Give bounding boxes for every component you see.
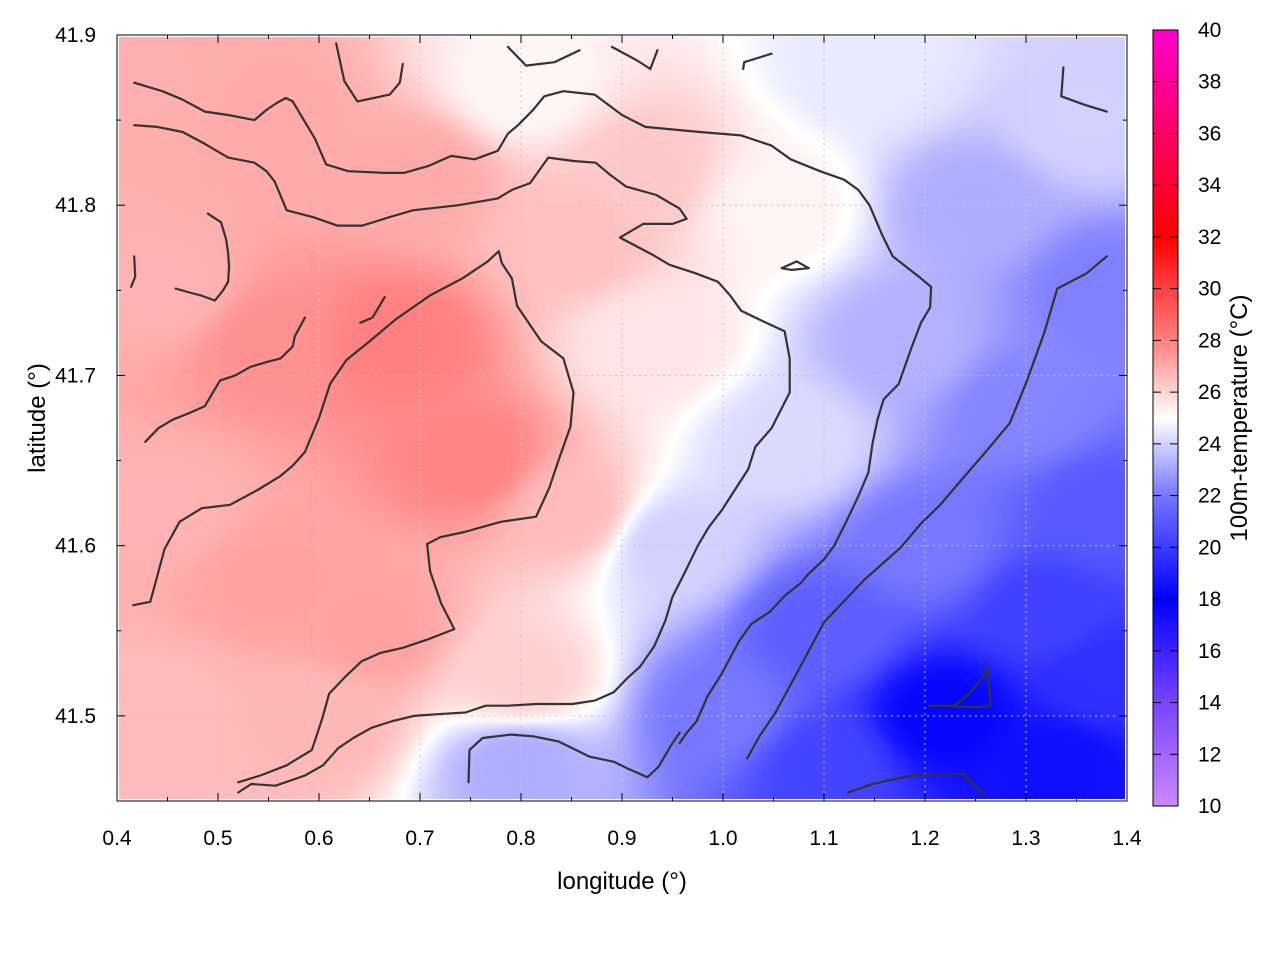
colorbar-tick-label: 32: [1198, 226, 1221, 249]
y-axis-ticks: 41.5 41.6 41.7 41.8 41.9: [55, 24, 1127, 802]
x-tick-label: 0.5: [203, 827, 232, 850]
y-tick-label: 41.7: [55, 364, 96, 387]
colorbar-tick-label: 22: [1198, 485, 1221, 508]
colorbar: 10 12 14 16 18 20 22 24 26 28 30 32 34 36 38 40 100m-te…: [1152, 19, 1253, 818]
y-tick-label: 41.8: [55, 194, 96, 217]
contour-line-11: [359, 296, 386, 324]
contour-layer: [130, 42, 1108, 796]
contour-line-15: [927, 667, 992, 709]
contour-line-8: [780, 260, 810, 271]
x-tick-label: 0.7: [405, 827, 434, 850]
x-tick-label: 0.4: [102, 827, 132, 850]
contour-line-7: [1060, 66, 1108, 113]
contour-line-9: [132, 250, 575, 784]
y-tick-label: 41.9: [55, 24, 96, 47]
colorbar-tick-label: 10: [1198, 795, 1221, 818]
colorbar-tick-label: 26: [1198, 381, 1221, 404]
contour-line-5: [610, 45, 659, 71]
colorbar-tick-label: 16: [1198, 640, 1221, 663]
x-tick-label: 0.8: [506, 827, 535, 850]
colorbar-tick-label: 36: [1198, 122, 1221, 145]
x-axis-ticks: 0.4 0.5 0.6 0.7 0.8 0.9 1.0 1.1 1.2 1.3 1.4: [102, 35, 1142, 850]
colorbar-tick-label: 24: [1198, 433, 1222, 456]
contour-line-12: [144, 316, 306, 443]
colorbar-tick-label: 14: [1198, 692, 1222, 715]
x-tick-label: 1.1: [809, 827, 838, 850]
colorbar-tick-label: 34: [1198, 174, 1222, 197]
contour-line-2: [130, 255, 137, 288]
colorbar-ticks: 10 12 14 16 18 20 22 24 26 28 30 32 34 36 38 40: [1153, 19, 1222, 818]
x-tick-label: 1.4: [1112, 827, 1142, 850]
y-tick-label: 41.6: [55, 535, 96, 558]
colorbar-tick-label: 40: [1198, 19, 1221, 42]
x-axis-title: longitude (°): [557, 868, 687, 895]
colorbar-tick-label: 38: [1198, 71, 1221, 94]
colorbar-tick-label: 20: [1198, 536, 1221, 559]
x-tick-label: 0.9: [607, 827, 636, 850]
contour-line-0: [133, 81, 933, 745]
colorbar-title: 100m-temperature (°C): [1226, 294, 1253, 541]
colorbar-gradient: [1153, 30, 1178, 806]
colorbar-frame: [1152, 29, 1179, 807]
x-tick-label: 1.2: [910, 827, 939, 850]
contour-line-13: [746, 255, 1108, 760]
contour-line-14: [847, 772, 985, 796]
grid-lines: [117, 35, 1127, 801]
x-tick-label: 1.3: [1011, 827, 1040, 850]
contour-line-3: [335, 42, 404, 103]
contour-line-16: [467, 731, 681, 784]
colorbar-tick-label: 18: [1198, 588, 1221, 611]
colorbar-tick-label: 28: [1198, 329, 1221, 352]
colorbar-tick-label: 30: [1198, 278, 1221, 301]
y-axis-title: latitude (°): [24, 363, 51, 473]
contour-line-6: [742, 52, 773, 71]
contour-line-1: [133, 124, 791, 794]
contour-line-10: [174, 212, 231, 302]
x-tick-label: 1.0: [708, 827, 737, 850]
y-tick-label: 41.5: [55, 705, 96, 728]
contour-line-4: [506, 45, 581, 67]
colorbar-tick-label: 12: [1198, 743, 1221, 766]
x-tick-label: 0.6: [304, 827, 333, 850]
